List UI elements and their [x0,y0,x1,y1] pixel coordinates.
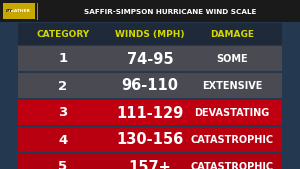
Bar [18,154,282,169]
Text: CATASTROPHIC: CATASTROPHIC [190,162,273,169]
Text: DEVASTATING: DEVASTATING [194,108,269,118]
Text: rrr: rrr [5,7,13,13]
Text: DAMAGE: DAMAGE [210,30,254,39]
Bar [3,3,35,19]
Text: 4: 4 [58,134,68,147]
Bar [18,73,282,98]
Text: WEATHER: WEATHER [7,9,31,14]
Bar [18,127,282,152]
Text: 96-110: 96-110 [122,78,178,93]
Text: 1: 1 [58,53,68,66]
Text: 130-156: 130-156 [116,132,184,148]
Bar [18,23,282,45]
Text: SAFFIR-SIMPSON HURRICANE WIND SCALE: SAFFIR-SIMPSON HURRICANE WIND SCALE [84,8,256,15]
Text: CATEGORY: CATEGORY [36,30,89,39]
Text: 111-129: 111-129 [116,105,184,120]
Text: EXTENSIVE: EXTENSIVE [202,81,262,91]
Bar [0,0,300,22]
Text: 2: 2 [58,79,68,92]
Text: 5: 5 [58,161,68,169]
Text: SOME: SOME [216,54,248,64]
Text: 74-95: 74-95 [127,52,173,66]
Text: 3: 3 [58,106,68,119]
Text: 157+: 157+ [129,160,171,169]
Bar [240,0,300,169]
Bar [0,0,40,169]
Bar [18,100,282,125]
Bar [18,46,282,71]
Text: CATASTROPHIC: CATASTROPHIC [190,135,273,145]
Text: WINDS (MPH): WINDS (MPH) [115,30,185,39]
